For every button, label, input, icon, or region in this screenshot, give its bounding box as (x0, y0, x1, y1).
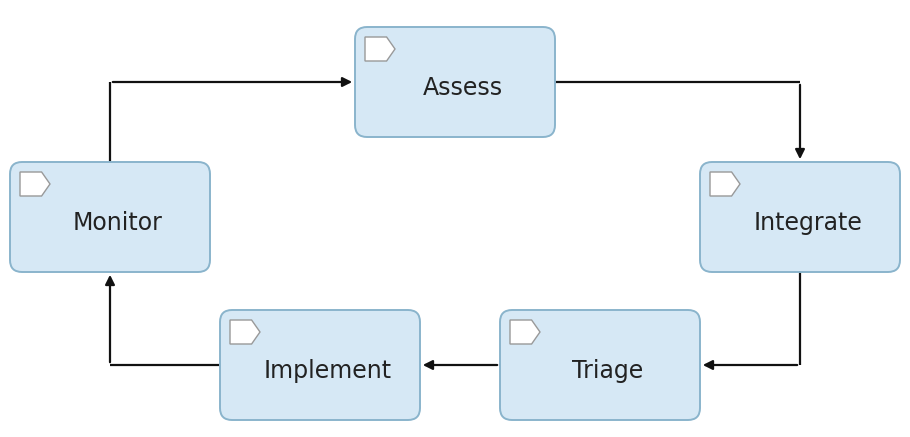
FancyBboxPatch shape (700, 162, 900, 272)
FancyBboxPatch shape (10, 162, 210, 272)
Text: Monitor: Monitor (73, 211, 163, 235)
Polygon shape (710, 172, 740, 196)
FancyBboxPatch shape (500, 310, 700, 420)
FancyBboxPatch shape (220, 310, 420, 420)
Polygon shape (365, 37, 395, 61)
Polygon shape (20, 172, 50, 196)
Polygon shape (230, 320, 260, 344)
FancyBboxPatch shape (355, 27, 555, 137)
Text: Implement: Implement (264, 359, 392, 383)
Text: Integrate: Integrate (753, 211, 863, 235)
Text: Triage: Triage (572, 359, 643, 383)
Text: Assess: Assess (423, 76, 503, 100)
Polygon shape (510, 320, 540, 344)
